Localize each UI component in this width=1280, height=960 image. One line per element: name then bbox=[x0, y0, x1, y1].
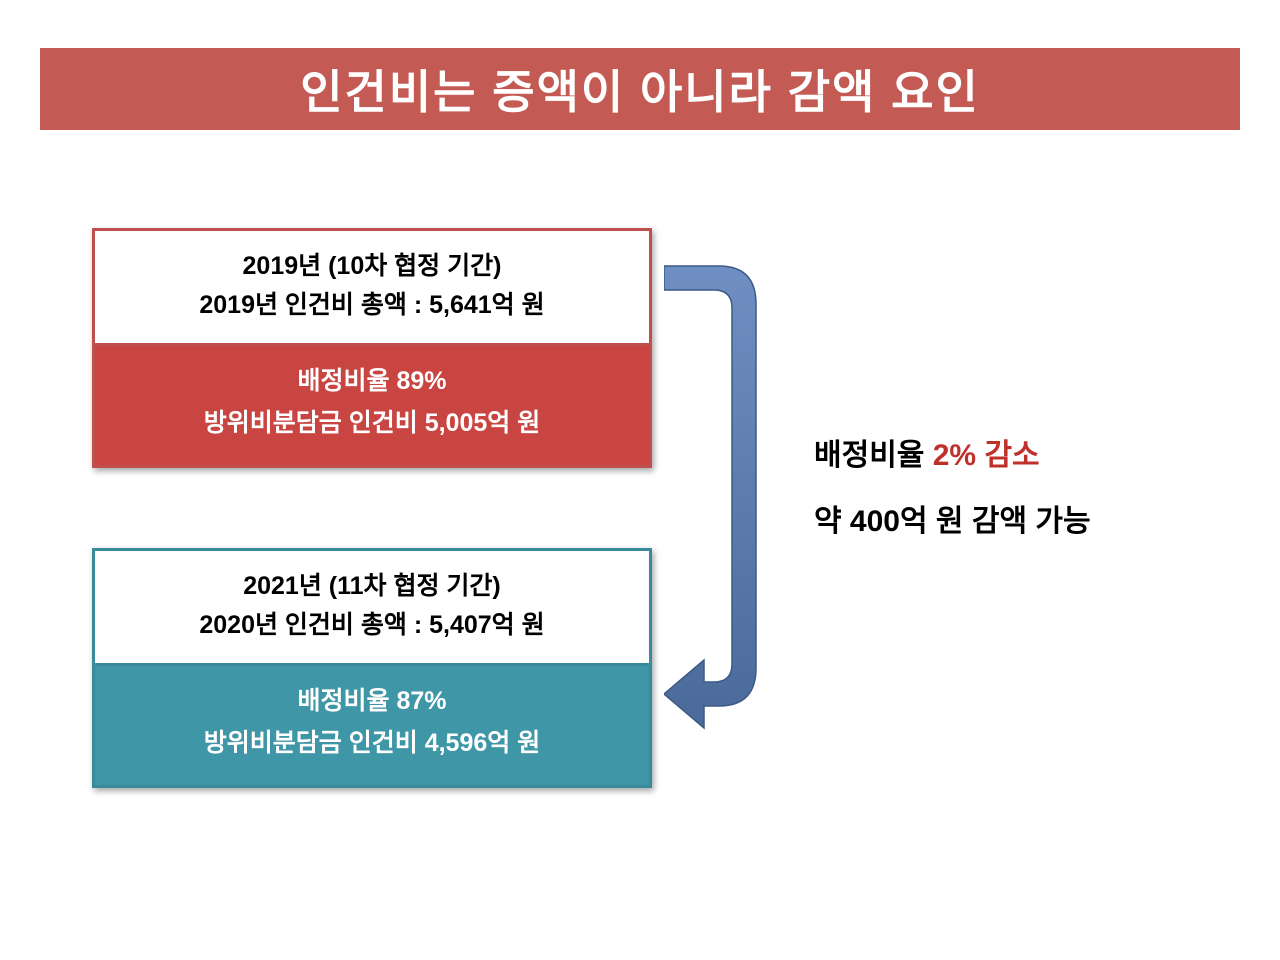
card-2019-ratio: 배정비율 89% bbox=[105, 360, 639, 403]
card-2021-period: 2021년 (11차 협정 기간) bbox=[105, 567, 639, 606]
summary-line-1-prefix: 배정비율 bbox=[814, 439, 933, 472]
card-2021: 2021년 (11차 협정 기간) 2020년 인건비 총액 : 5,407억 … bbox=[92, 548, 652, 788]
summary-line-1: 배정비율 2% 감소 bbox=[814, 430, 1040, 474]
card-2019-header: 2019년 (10차 협정 기간) 2019년 인건비 총액 : 5,641억 … bbox=[92, 228, 652, 343]
card-2019: 2019년 (10차 협정 기간) 2019년 인건비 총액 : 5,641억 … bbox=[92, 228, 652, 468]
title-text: 인건비는 증액이 아니라 감액 요인 bbox=[300, 56, 980, 122]
card-2019-total: 2019년 인건비 총액 : 5,641억 원 bbox=[105, 286, 639, 325]
card-2021-ratio: 배정비율 87% bbox=[105, 680, 639, 723]
card-2019-body: 배정비율 89% 방위비분담금 인건비 5,005억 원 bbox=[92, 343, 652, 468]
bracket-arrow-icon bbox=[664, 260, 784, 730]
card-2019-amount: 방위비분담금 인건비 5,005억 원 bbox=[105, 402, 639, 445]
card-2021-header: 2021년 (11차 협정 기간) 2020년 인건비 총액 : 5,407억 … bbox=[92, 548, 652, 663]
card-2021-amount: 방위비분담금 인건비 4,596억 원 bbox=[105, 722, 639, 765]
card-2021-body: 배정비율 87% 방위비분담금 인건비 4,596억 원 bbox=[92, 663, 652, 788]
title-bar: 인건비는 증액이 아니라 감액 요인 bbox=[40, 48, 1240, 130]
summary-line-1-accent: 2% 감소 bbox=[933, 439, 1040, 472]
summary-line-2: 약 400억 원 감액 가능 bbox=[814, 496, 1091, 540]
card-2021-total: 2020년 인건비 총액 : 5,407억 원 bbox=[105, 606, 639, 645]
card-2019-period: 2019년 (10차 협정 기간) bbox=[105, 247, 639, 286]
